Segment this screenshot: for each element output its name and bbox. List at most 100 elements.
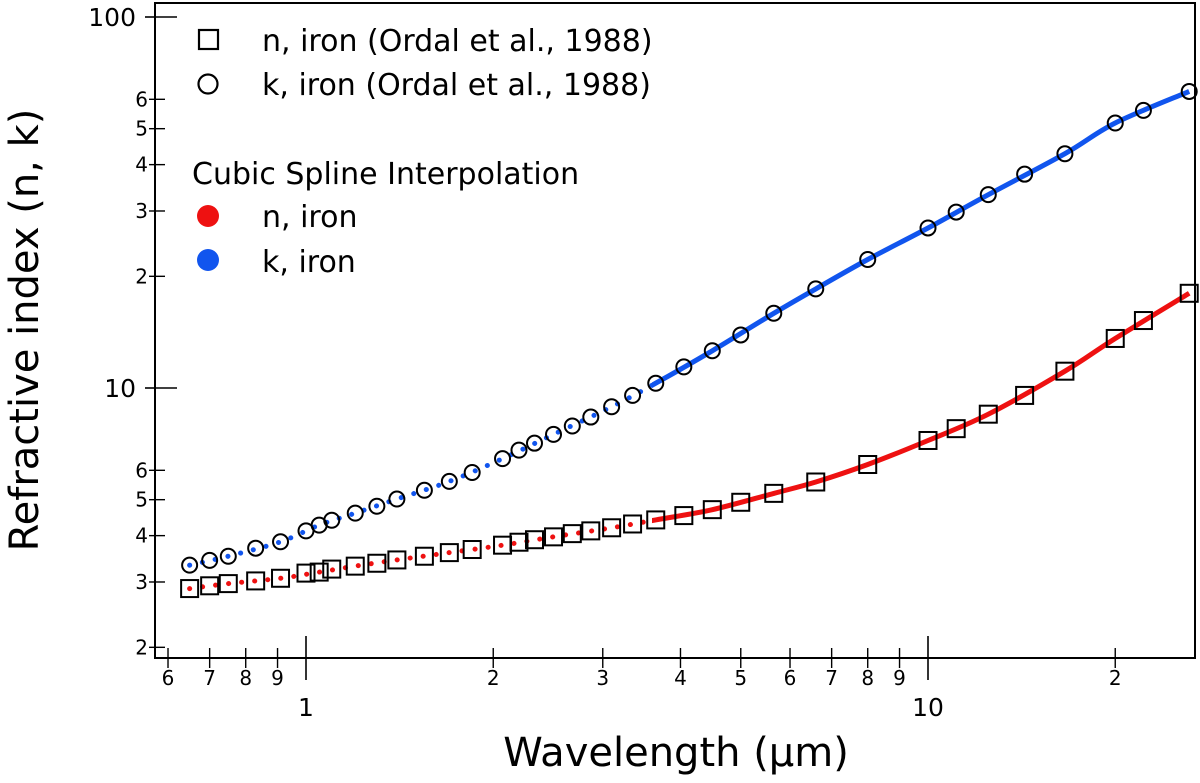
legend-label-n-interp: n, iron	[262, 200, 357, 235]
data-point-n	[200, 576, 220, 596]
data-point-k	[346, 504, 364, 522]
x-minor-tick-label: 8	[861, 666, 874, 690]
data-point-n	[271, 568, 291, 588]
data-point-n	[414, 546, 434, 566]
data-point-n	[180, 579, 200, 599]
data-point-k	[440, 472, 458, 490]
data-point-n	[702, 500, 722, 520]
data-point-n	[296, 563, 316, 583]
data-point-n	[562, 524, 582, 544]
data-point-k	[947, 203, 965, 221]
x-minor-tick-label: 6	[162, 666, 175, 690]
data-point-n	[674, 506, 694, 526]
data-point-k	[323, 511, 341, 529]
data-point-k	[201, 551, 219, 569]
data-point-n	[581, 521, 601, 541]
data-point-k	[525, 434, 543, 452]
data-point-k	[979, 186, 997, 204]
x-minor-tick-label: 3	[596, 666, 609, 690]
legend-label-n-data: n, iron (Ordal et al., 1988)	[262, 24, 653, 59]
plot-area	[154, 2, 1196, 659]
data-point-n	[1105, 328, 1125, 348]
x-major-tick-label: 1	[298, 693, 314, 722]
y-minor-tick-label: 3	[135, 570, 148, 594]
data-point-k	[545, 425, 563, 443]
legend-square-marker	[197, 28, 220, 51]
data-point-n	[806, 472, 826, 492]
data-markers	[180, 82, 1199, 599]
data-point-k	[732, 326, 750, 344]
data-point-n	[731, 492, 751, 512]
data-point-k	[415, 481, 433, 499]
data-point-n	[646, 510, 666, 530]
data-point-k	[807, 280, 825, 298]
interp-line-k-solid	[652, 89, 1191, 389]
x-axis-title: Wavelength (µm)	[503, 730, 849, 776]
y-minor-tick-label: 5	[135, 488, 148, 512]
data-point-k	[247, 539, 265, 557]
data-point-n	[309, 562, 329, 582]
data-point-n	[1179, 283, 1199, 303]
legend-blue-dot	[197, 249, 219, 271]
x-minor-tick-label: 4	[674, 666, 687, 690]
data-point-k	[675, 358, 693, 376]
x-minor-tick-label: 9	[271, 666, 284, 690]
data-point-k	[181, 556, 199, 574]
x-major-tick-label: 10	[912, 693, 944, 722]
y-minor-tick-label: 6	[135, 87, 148, 111]
interp-line-n-solid	[652, 291, 1191, 524]
y-minor-tick-label: 5	[135, 117, 148, 141]
data-point-k	[219, 547, 237, 565]
y-major-tick-label: 100	[88, 3, 136, 32]
data-point-k	[1180, 82, 1198, 100]
data-point-n	[946, 419, 966, 439]
data-point-k	[859, 251, 877, 269]
data-point-k	[563, 417, 581, 435]
data-point-n	[524, 530, 544, 550]
data-point-k	[494, 450, 512, 468]
data-point-k	[368, 497, 386, 515]
data-point-n	[858, 455, 878, 475]
y-axis: 10 100 2 3 4 5 6 2 3 4 5 6	[88, 3, 177, 659]
data-point-k	[647, 374, 665, 392]
data-point-k	[388, 490, 406, 508]
data-point-n	[623, 514, 643, 534]
data-point-n	[462, 540, 482, 560]
data-point-n	[1015, 385, 1035, 405]
data-point-n	[322, 559, 342, 579]
data-point-k	[603, 398, 621, 416]
data-point-n	[218, 574, 238, 594]
y-minor-tick-label: 4	[135, 524, 148, 548]
data-point-k	[703, 342, 721, 360]
data-point-n	[918, 430, 938, 450]
data-point-k	[624, 386, 642, 404]
x-minor-tick-label: 7	[825, 666, 838, 690]
data-point-n	[602, 518, 622, 538]
x-minor-tick-label: 5	[734, 666, 747, 690]
legend-circle-marker	[197, 73, 219, 95]
data-point-k	[510, 441, 528, 459]
y-axis-title: Refractive index (n, k)	[2, 109, 48, 552]
y-minor-tick-label: 4	[135, 153, 148, 177]
x-minor-tick-label: 6	[784, 666, 797, 690]
data-point-n	[246, 571, 266, 591]
y-major-tick-label: 10	[104, 374, 136, 403]
data-point-n	[544, 527, 564, 547]
data-point-n	[764, 483, 784, 503]
data-point-n	[439, 543, 459, 563]
data-point-n	[367, 553, 387, 573]
legend: n, iron (Ordal et al., 1988) k, iron (Or…	[192, 24, 653, 280]
data-point-k	[1106, 114, 1124, 132]
data-point-n	[387, 550, 407, 570]
legend-red-dot	[197, 205, 219, 227]
data-point-k	[463, 463, 481, 481]
data-point-n	[978, 404, 998, 424]
legend-interp-title: Cubic Spline Interpolation	[192, 157, 579, 192]
legend-label-k-interp: k, iron	[262, 245, 356, 280]
x-axis: 1 106 7 8 9 2 3 4 5 6 7 8 9 2	[162, 636, 1122, 722]
data-point-k	[919, 219, 937, 237]
data-point-k	[272, 533, 290, 551]
data-point-n	[1055, 361, 1075, 381]
x-minor-tick-label: 2	[487, 666, 500, 690]
